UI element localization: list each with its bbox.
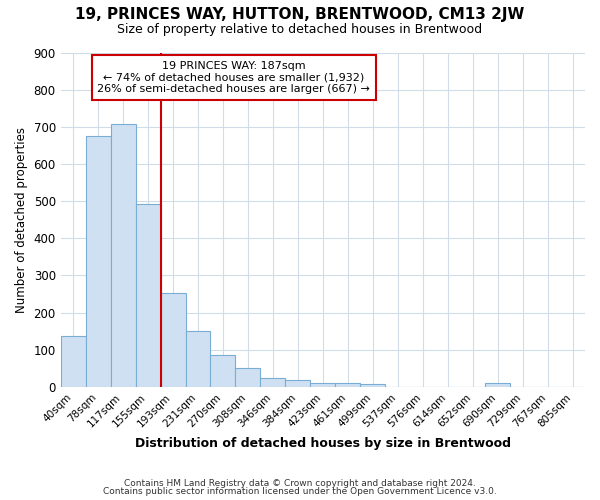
Bar [235,368,260,387]
Bar [185,331,211,387]
Bar [360,384,385,387]
Y-axis label: Number of detached properties: Number of detached properties [15,126,28,312]
Bar [86,136,110,387]
Bar [61,336,86,387]
Bar [485,383,510,387]
Bar [136,204,161,387]
X-axis label: Distribution of detached houses by size in Brentwood: Distribution of detached houses by size … [135,437,511,450]
Bar [161,294,185,387]
Bar [335,383,360,387]
Text: 19 PRINCES WAY: 187sqm
← 74% of detached houses are smaller (1,932)
26% of semi-: 19 PRINCES WAY: 187sqm ← 74% of detached… [97,61,370,94]
Bar [260,378,286,387]
Bar [211,356,235,387]
Text: Size of property relative to detached houses in Brentwood: Size of property relative to detached ho… [118,22,482,36]
Text: Contains public sector information licensed under the Open Government Licence v3: Contains public sector information licen… [103,487,497,496]
Text: Contains HM Land Registry data © Crown copyright and database right 2024.: Contains HM Land Registry data © Crown c… [124,478,476,488]
Text: 19, PRINCES WAY, HUTTON, BRENTWOOD, CM13 2JW: 19, PRINCES WAY, HUTTON, BRENTWOOD, CM13… [76,8,524,22]
Bar [110,124,136,387]
Bar [310,383,335,387]
Bar [286,380,310,387]
